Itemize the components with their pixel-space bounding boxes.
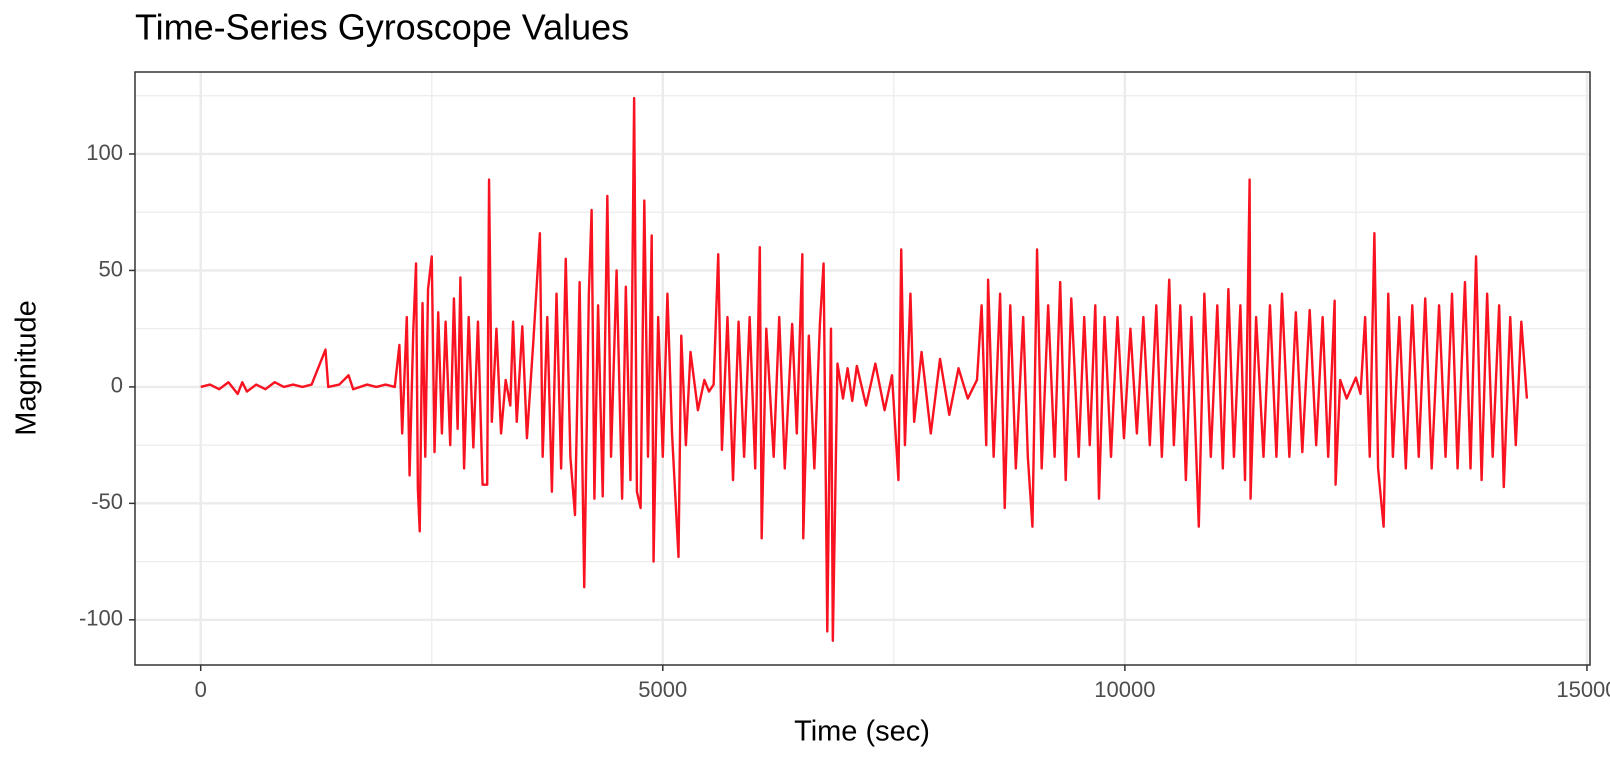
y-tick-label: -50 bbox=[91, 489, 123, 514]
x-tick-label: 15000 bbox=[1556, 677, 1610, 702]
data-line bbox=[200, 96, 1529, 642]
y-tick-label: 100 bbox=[86, 140, 123, 165]
panel-border bbox=[134, 71, 1591, 666]
x-tick-label: 10000 bbox=[1094, 677, 1155, 702]
y-tick-label: 0 bbox=[111, 373, 123, 398]
panel-background bbox=[135, 72, 1590, 665]
y-tick-label: -100 bbox=[79, 606, 123, 631]
y-axis-label: Magnitude bbox=[11, 300, 43, 435]
chart-title: Time-Series Gyroscope Values bbox=[135, 7, 629, 48]
x-tick-label: 5000 bbox=[638, 677, 687, 702]
x-axis-label: Time (sec) bbox=[794, 716, 930, 748]
y-tick-label: 50 bbox=[99, 256, 123, 281]
x-tick-label: 0 bbox=[195, 677, 207, 702]
